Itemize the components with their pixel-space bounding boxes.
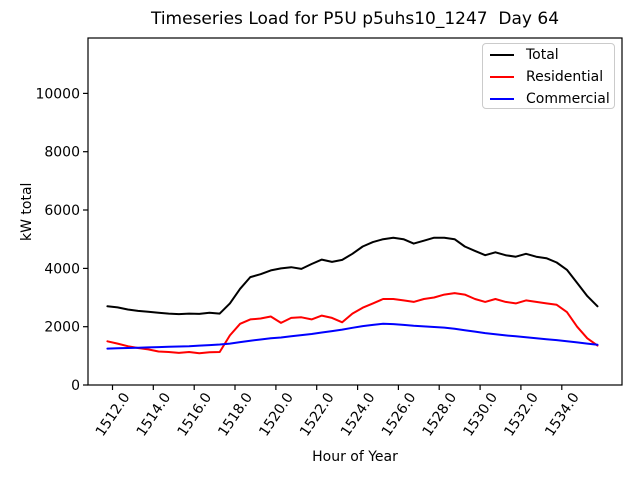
legend-line-total-swatch — [490, 54, 514, 56]
x-axis-title: Hour of Year — [312, 449, 398, 465]
legend-item-residential: Residential — [483, 66, 614, 88]
svg-text:1516.0: 1516.0 — [175, 390, 216, 440]
svg-text:1514.0: 1514.0 — [134, 390, 175, 440]
svg-text:10000: 10000 — [35, 86, 80, 102]
svg-text:1528.0: 1528.0 — [420, 390, 461, 440]
svg-text:1534.0: 1534.0 — [542, 390, 583, 440]
legend-line-residential-swatch — [490, 76, 514, 78]
legend-label-total: Total — [526, 47, 559, 63]
svg-text:0: 0 — [71, 378, 80, 394]
legend-item-commercial: Commercial — [483, 88, 614, 110]
legend-label-commercial: Commercial — [526, 91, 610, 107]
svg-text:1512.0: 1512.0 — [93, 390, 134, 440]
svg-text:1522.0: 1522.0 — [297, 390, 338, 440]
svg-text:1520.0: 1520.0 — [256, 390, 297, 440]
svg-text:8000: 8000 — [44, 145, 80, 161]
svg-text:6000: 6000 — [44, 203, 80, 219]
chart-title: Timeseries Load for P5U p5uhs10_1247 Day… — [150, 9, 560, 29]
legend-label-residential: Residential — [526, 69, 604, 85]
legend: Total Residential Commercial — [482, 43, 615, 109]
svg-text:4000: 4000 — [44, 261, 80, 277]
legend-line-commercial-swatch — [490, 98, 514, 100]
svg-text:1518.0: 1518.0 — [215, 390, 256, 440]
svg-text:1526.0: 1526.0 — [379, 390, 420, 440]
svg-text:1530.0: 1530.0 — [460, 390, 501, 440]
svg-text:2000: 2000 — [44, 320, 80, 336]
svg-text:1532.0: 1532.0 — [501, 390, 542, 440]
svg-text:1524.0: 1524.0 — [338, 390, 379, 440]
legend-item-total: Total — [483, 44, 614, 66]
